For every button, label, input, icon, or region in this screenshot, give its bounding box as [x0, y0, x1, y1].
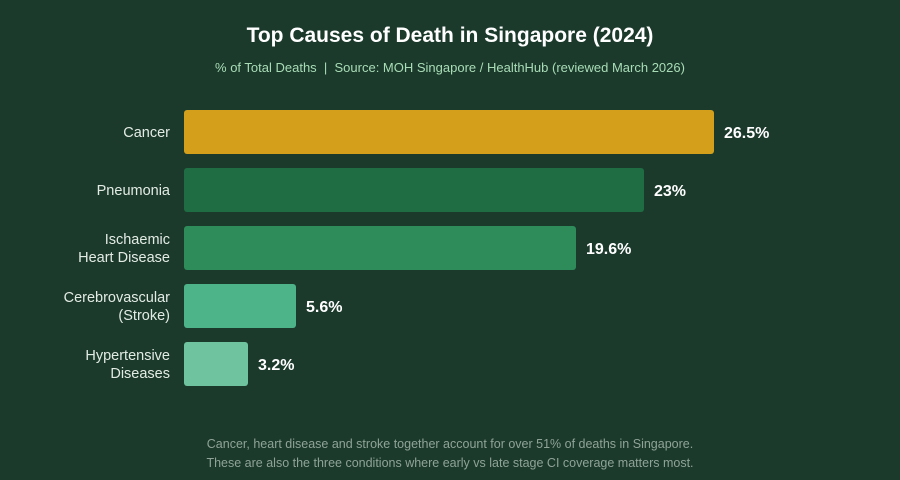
bar: [184, 226, 576, 270]
category-label: Hypertensive Diseases: [85, 348, 170, 382]
bar: [184, 284, 296, 328]
bar: [184, 342, 248, 386]
category-label: Cancer: [123, 125, 170, 141]
category-label: Ischaemic Heart Disease: [78, 232, 170, 266]
bar-group: Pneumonia 23%: [97, 168, 686, 212]
chart-subtitle: % of Total Deaths | Source: MOH Singapor…: [215, 60, 685, 75]
bar-group: Ischaemic Heart Disease 19.6%: [78, 226, 631, 270]
bar-group: Hypertensive Diseases 3.2%: [85, 342, 294, 386]
bar-group: Cancer 26.5%: [123, 110, 769, 154]
value-label: 23%: [654, 183, 686, 200]
footnote-line-1: Cancer, heart disease and stroke togethe…: [206, 437, 694, 451]
value-label: 19.6%: [586, 241, 631, 258]
chart-title: Top Causes of Death in Singapore (2024): [246, 24, 654, 47]
bar: [184, 168, 644, 212]
category-label: Cerebrovascular (Stroke): [64, 290, 171, 324]
bar-group: Cerebrovascular (Stroke) 5.6%: [64, 284, 342, 328]
footnote-line-2: These are also the three conditions wher…: [206, 456, 694, 470]
value-label: 26.5%: [724, 125, 769, 142]
value-label: 5.6%: [306, 299, 342, 316]
bar: [184, 110, 714, 154]
category-label: Pneumonia: [97, 183, 171, 199]
value-label: 3.2%: [258, 357, 294, 374]
